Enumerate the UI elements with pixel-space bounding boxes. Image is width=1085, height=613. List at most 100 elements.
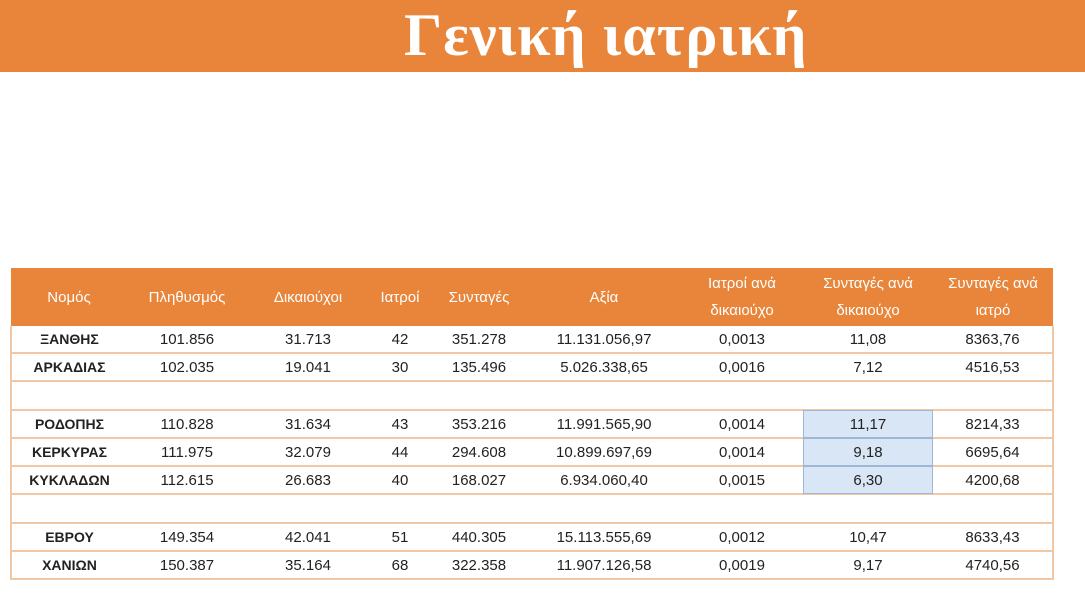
table-cell: 68 bbox=[369, 551, 431, 580]
table-cell: 31.634 bbox=[247, 410, 369, 439]
table-cell: 8363,76 bbox=[933, 326, 1054, 354]
table-cell-empty bbox=[10, 494, 127, 524]
table-cell-empty bbox=[527, 381, 681, 411]
table-cell-empty bbox=[527, 494, 681, 524]
header-nomos: Νομός bbox=[11, 268, 127, 326]
table-row: ΞΑΝΘΗΣ 101.856 31.713 42 351.278 11.131.056,9… bbox=[10, 326, 1054, 354]
table-cell-nomos: ΧΑΝΙΩΝ bbox=[10, 551, 127, 580]
table-cell-empty bbox=[127, 381, 247, 411]
table-cell-nomos: ΑΡΚΑΔΙΑΣ bbox=[10, 353, 127, 382]
table-cell-empty bbox=[127, 494, 247, 524]
table-cell-nomos: ΚΥΚΛΑΔΩΝ bbox=[10, 466, 127, 495]
table-cell: 15.113.555,69 bbox=[527, 523, 681, 552]
table-cell: 150.387 bbox=[127, 551, 247, 580]
table-cell: 0,0019 bbox=[681, 551, 803, 580]
table-cell: 4200,68 bbox=[933, 466, 1054, 495]
table-cell: 353.216 bbox=[431, 410, 527, 439]
table-cell: 11.131.056,97 bbox=[527, 326, 681, 354]
table-row: ΡΟΔΟΠΗΣ 110.828 31.634 43 353.216 11.991.565,… bbox=[10, 410, 1054, 439]
table-cell: 30 bbox=[369, 353, 431, 382]
data-table-container: Νομός Πληθυσμός Δικαιούχοι Ιατροί Συνταγ… bbox=[10, 268, 1054, 580]
table-cell-empty bbox=[10, 381, 127, 411]
table-cell: 42.041 bbox=[247, 523, 369, 552]
table-cell: 10.899.697,69 bbox=[527, 438, 681, 467]
table-cell-empty bbox=[247, 381, 369, 411]
table-cell: 110.828 bbox=[127, 410, 247, 439]
table-row: ΚΕΡΚΥΡΑΣ 111.975 32.079 44 294.608 10.899.697… bbox=[10, 438, 1054, 467]
table-cell: 51 bbox=[369, 523, 431, 552]
table-cell: 111.975 bbox=[127, 438, 247, 467]
table-cell-empty bbox=[369, 381, 431, 411]
blank-row bbox=[10, 494, 1054, 524]
table-cell: 102.035 bbox=[127, 353, 247, 382]
header-dikaiouxoi: Δικαιούχοι bbox=[247, 268, 369, 326]
table-cell: 0,0015 bbox=[681, 466, 803, 495]
table-cell: 294.608 bbox=[431, 438, 527, 467]
table-cell: 322.358 bbox=[431, 551, 527, 580]
table-cell: 0,0013 bbox=[681, 326, 803, 354]
table-cell-nomos: ΞΑΝΘΗΣ bbox=[10, 326, 127, 354]
table-cell: 135.496 bbox=[431, 353, 527, 382]
table-row: ΑΡΚΑΔΙΑΣ 102.035 19.041 30 135.496 5.026.338,… bbox=[10, 353, 1054, 382]
table-cell: 7,12 bbox=[803, 353, 933, 382]
table-cell: 9,17 bbox=[803, 551, 933, 580]
table-cell: 149.354 bbox=[127, 523, 247, 552]
table-cell: 112.615 bbox=[127, 466, 247, 495]
blank-row bbox=[10, 381, 1054, 411]
table-cell-empty bbox=[803, 381, 933, 411]
data-table: Νομός Πληθυσμός Δικαιούχοι Ιατροί Συνταγ… bbox=[10, 268, 1054, 580]
table-cell: 351.278 bbox=[431, 326, 527, 354]
header-iatroi: Ιατροί bbox=[369, 268, 431, 326]
table-cell-empty bbox=[681, 381, 803, 411]
table-cell: 0,0014 bbox=[681, 438, 803, 467]
table-cell: 101.856 bbox=[127, 326, 247, 354]
table-cell-empty bbox=[247, 494, 369, 524]
table-cell: 4740,56 bbox=[933, 551, 1054, 580]
table-cell: 26.683 bbox=[247, 466, 369, 495]
table-cell: 31.713 bbox=[247, 326, 369, 354]
table-cell: 8633,43 bbox=[933, 523, 1054, 552]
table-cell: 11,08 bbox=[803, 326, 933, 354]
header-axia: Αξία bbox=[527, 268, 681, 326]
header-plithysmos: Πληθυσμός bbox=[127, 268, 247, 326]
header-syntages: Συνταγές bbox=[431, 268, 527, 326]
table-cell-empty bbox=[933, 494, 1054, 524]
table-cell: 40 bbox=[369, 466, 431, 495]
table-row: ΕΒΡΟΥ 149.354 42.041 51 440.305 15.113.555,69… bbox=[10, 523, 1054, 552]
table-cell: 8214,33 bbox=[933, 410, 1054, 439]
table-cell: 6,30 bbox=[803, 466, 933, 495]
table-cell: 10,47 bbox=[803, 523, 933, 552]
table-cell: 440.305 bbox=[431, 523, 527, 552]
table-cell: 11.991.565,90 bbox=[527, 410, 681, 439]
table-cell: 6695,64 bbox=[933, 438, 1054, 467]
table-cell-empty bbox=[431, 381, 527, 411]
table-cell-empty bbox=[431, 494, 527, 524]
table-body: ΞΑΝΘΗΣ 101.856 31.713 42 351.278 11.131.056,9… bbox=[10, 326, 1054, 580]
table-cell: 168.027 bbox=[431, 466, 527, 495]
table-cell-nomos: ΡΟΔΟΠΗΣ bbox=[10, 410, 127, 439]
table-cell: 9,18 bbox=[803, 438, 933, 467]
table-cell: 44 bbox=[369, 438, 431, 467]
table-cell: 11.907.126,58 bbox=[527, 551, 681, 580]
table-cell-nomos: ΚΕΡΚΥΡΑΣ bbox=[10, 438, 127, 467]
table-cell: 0,0012 bbox=[681, 523, 803, 552]
table-cell-empty bbox=[681, 494, 803, 524]
table-cell: 11,17 bbox=[803, 410, 933, 439]
table-cell: 43 bbox=[369, 410, 431, 439]
header-syntages-ana-dikaiouxo: Συνταγές ανά δικαιούχο bbox=[803, 268, 933, 326]
table-cell: 5.026.338,65 bbox=[527, 353, 681, 382]
table-cell: 4516,53 bbox=[933, 353, 1054, 382]
table-cell: 35.164 bbox=[247, 551, 369, 580]
table-cell: 0,0016 bbox=[681, 353, 803, 382]
table-cell-empty bbox=[803, 494, 933, 524]
table-cell-empty bbox=[369, 494, 431, 524]
table-cell: 42 bbox=[369, 326, 431, 354]
header-iatroi-ana-dikaiouxo: Ιατροί ανά δικαιούχο bbox=[681, 268, 803, 326]
table-row: ΚΥΚΛΑΔΩΝ 112.615 26.683 40 168.027 6.934.060,… bbox=[10, 466, 1054, 495]
table-cell: 32.079 bbox=[247, 438, 369, 467]
table-cell: 19.041 bbox=[247, 353, 369, 382]
page-title: Γενική ιατρική bbox=[404, 2, 808, 68]
title-bar: Γενική ιατρική bbox=[0, 0, 1085, 72]
table-row: ΧΑΝΙΩΝ 150.387 35.164 68 322.358 11.907.126,5… bbox=[10, 551, 1054, 580]
table-cell: 6.934.060,40 bbox=[527, 466, 681, 495]
